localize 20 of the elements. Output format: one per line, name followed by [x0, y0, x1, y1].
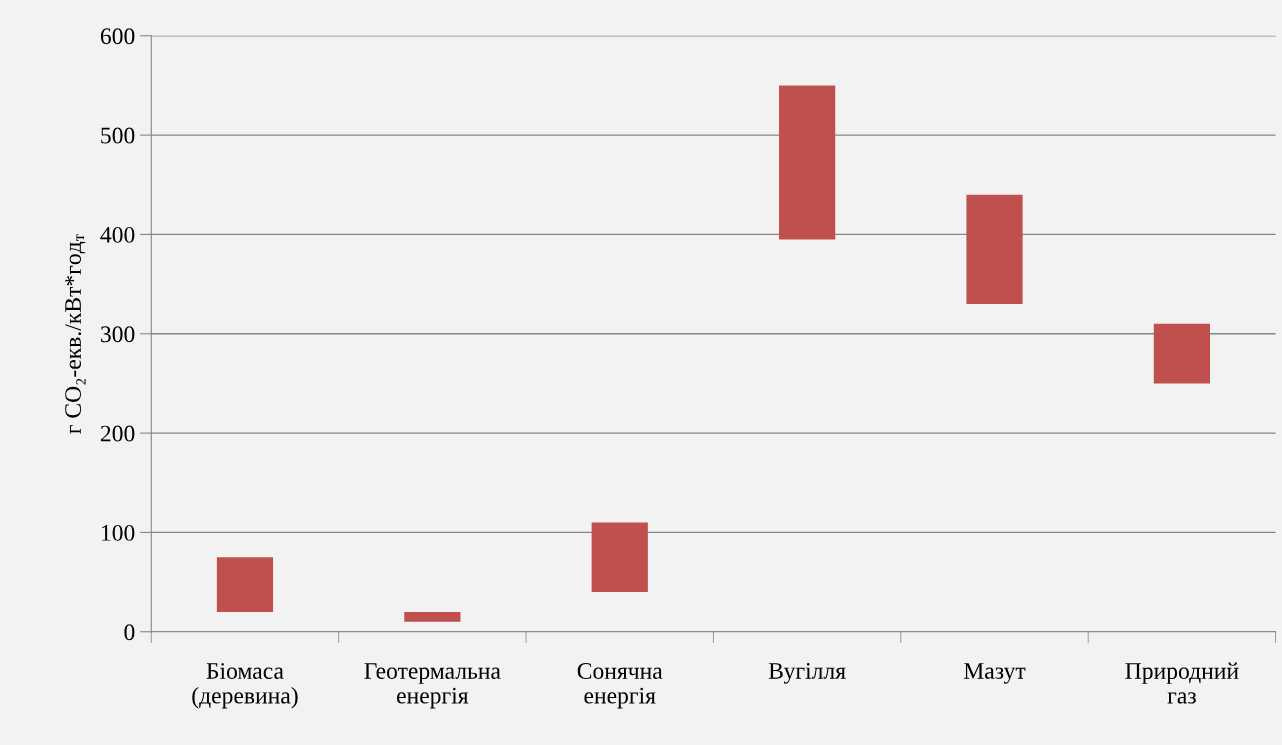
- y-axis-title: г CO₂-екв./кВт*год$_{т}$: [65, 234, 86, 434]
- y-tick-label: 500: [101, 127, 135, 144]
- bar: [966, 194, 1023, 304]
- bar: [216, 557, 274, 612]
- x-tick-label: Мазут: [963, 663, 1026, 684]
- x-tick-label: Біомаса (деревина): [192, 663, 298, 709]
- y-tick-label: 600: [100, 28, 135, 45]
- y-tick-label: 200: [100, 425, 135, 442]
- bar: [404, 611, 461, 622]
- x-tick-label: Геотермальна енергія: [364, 663, 501, 709]
- x-tick-label: Природний газ: [1125, 662, 1239, 704]
- y-tick-label: 400: [100, 226, 135, 243]
- x-tick-label: Вугілля: [768, 663, 846, 684]
- y-tick-label: 0: [124, 624, 135, 641]
- y-tick-label: 300: [101, 326, 135, 343]
- bar: [779, 85, 836, 240]
- bar: [591, 522, 648, 593]
- bar: [1153, 323, 1211, 384]
- y-tick-label: 100: [101, 524, 135, 541]
- x-tick-label: Сонячна енергія: [577, 663, 663, 709]
